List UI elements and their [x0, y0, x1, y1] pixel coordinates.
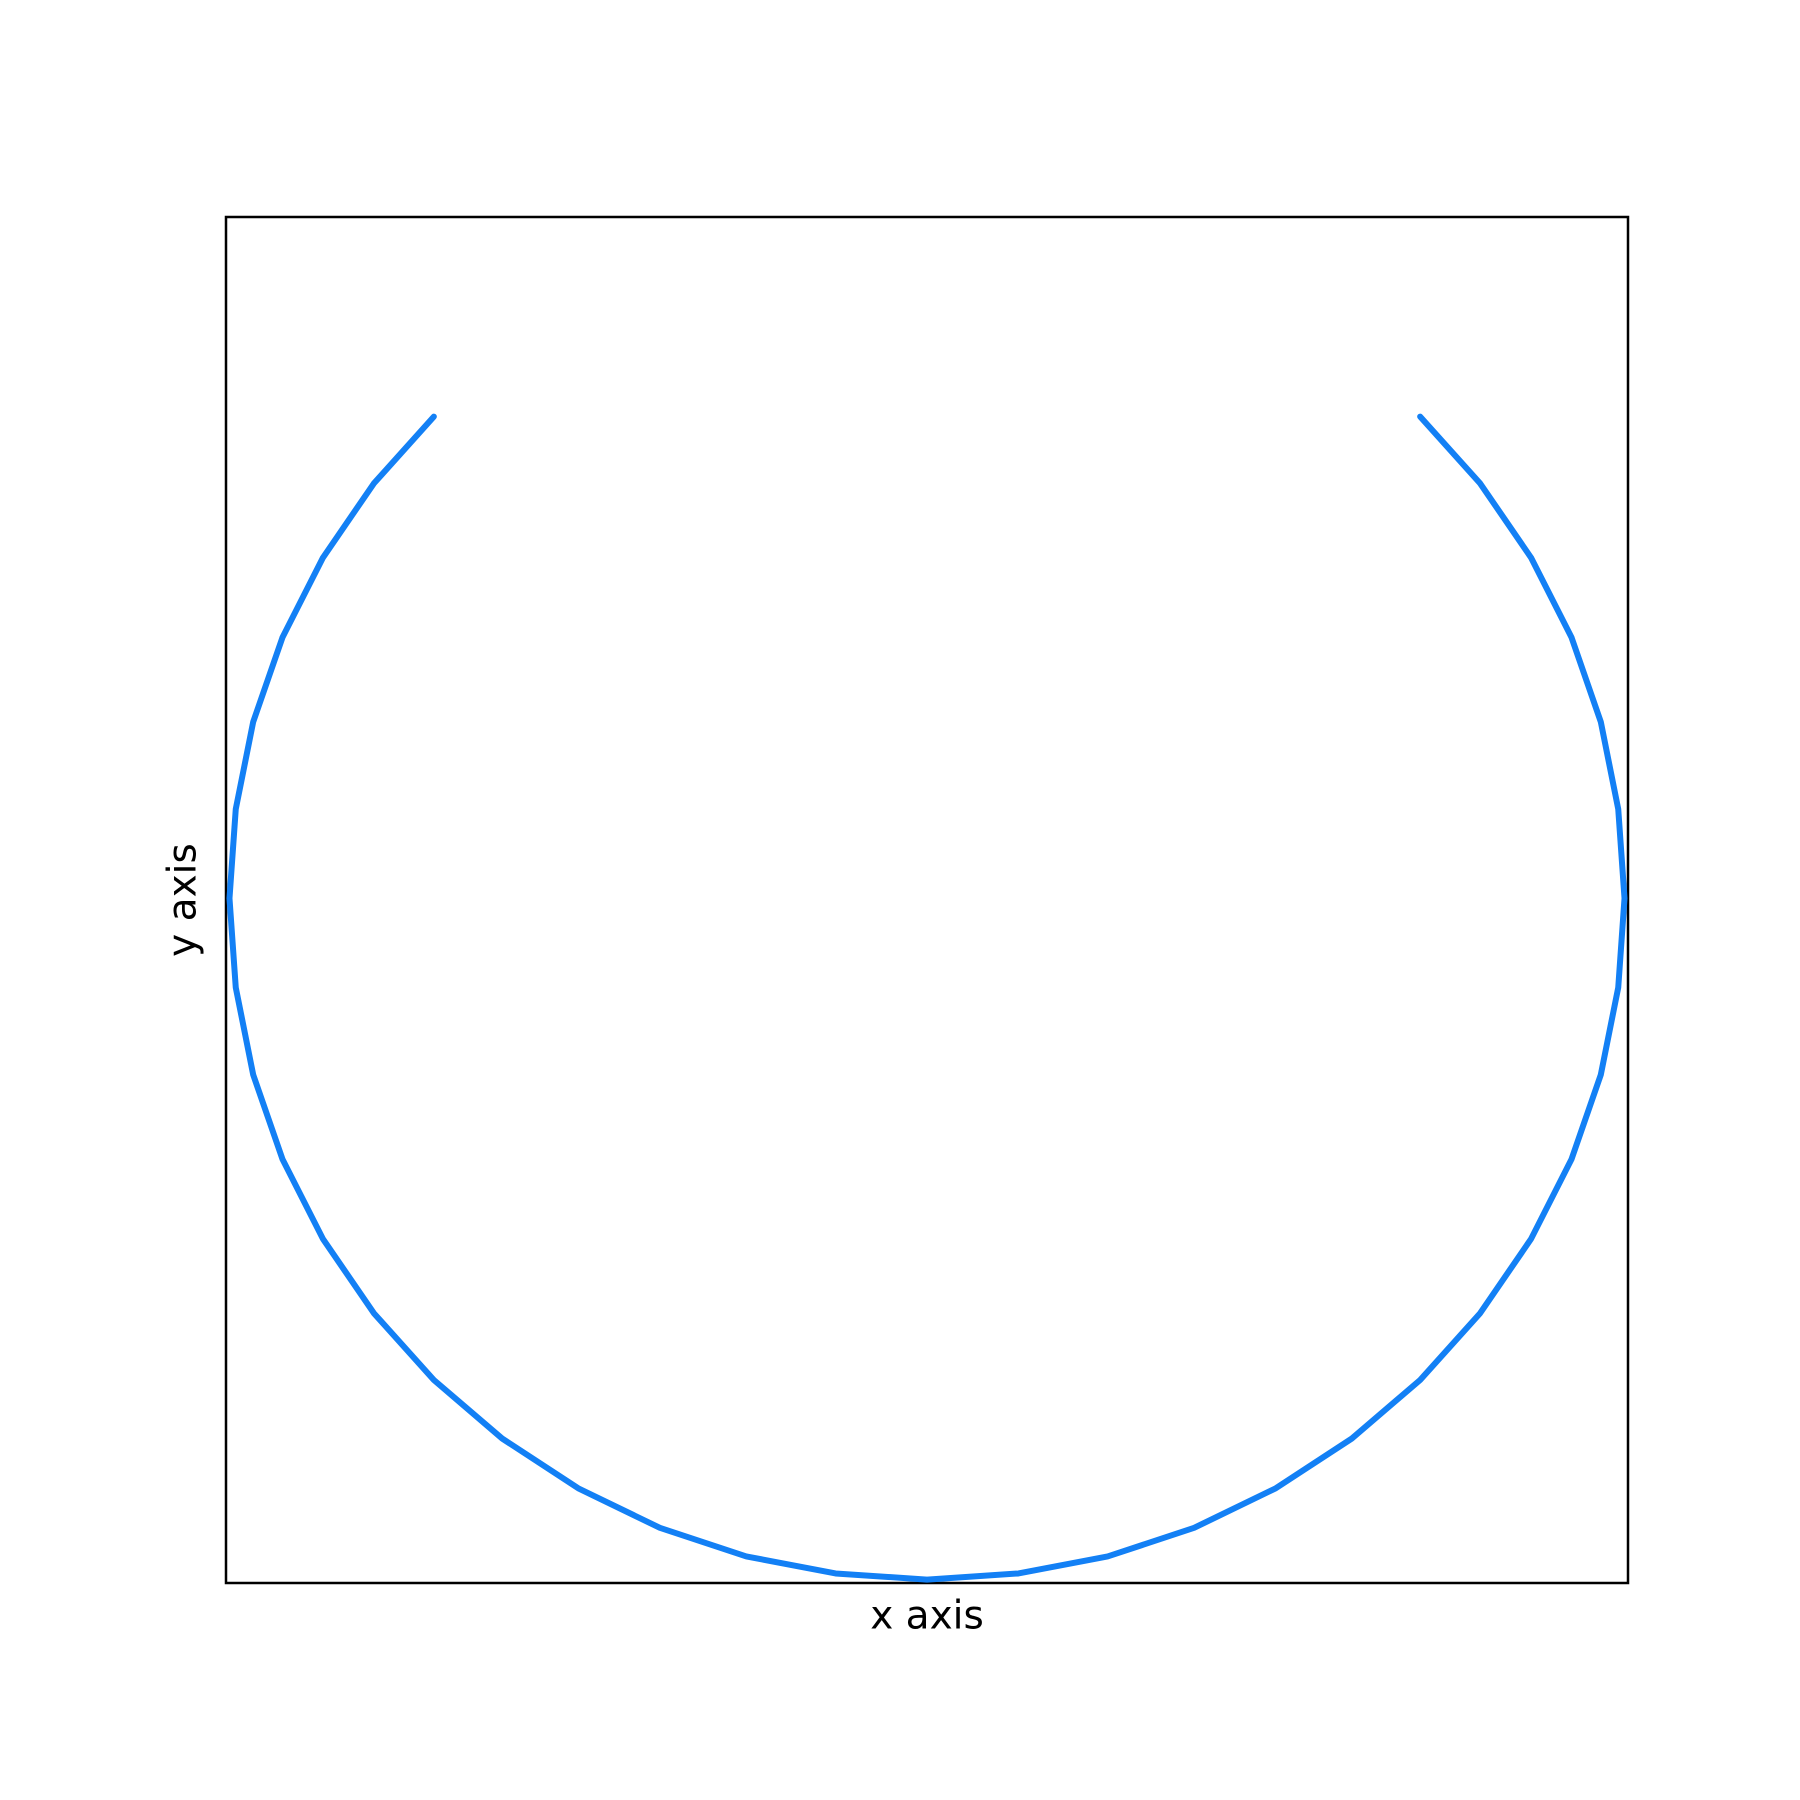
- plot-frame: [224, 215, 1630, 1585]
- y-axis-label: y axis: [161, 843, 206, 957]
- data-line: [226, 413, 1628, 1583]
- x-axis-label: x axis: [870, 1594, 984, 1639]
